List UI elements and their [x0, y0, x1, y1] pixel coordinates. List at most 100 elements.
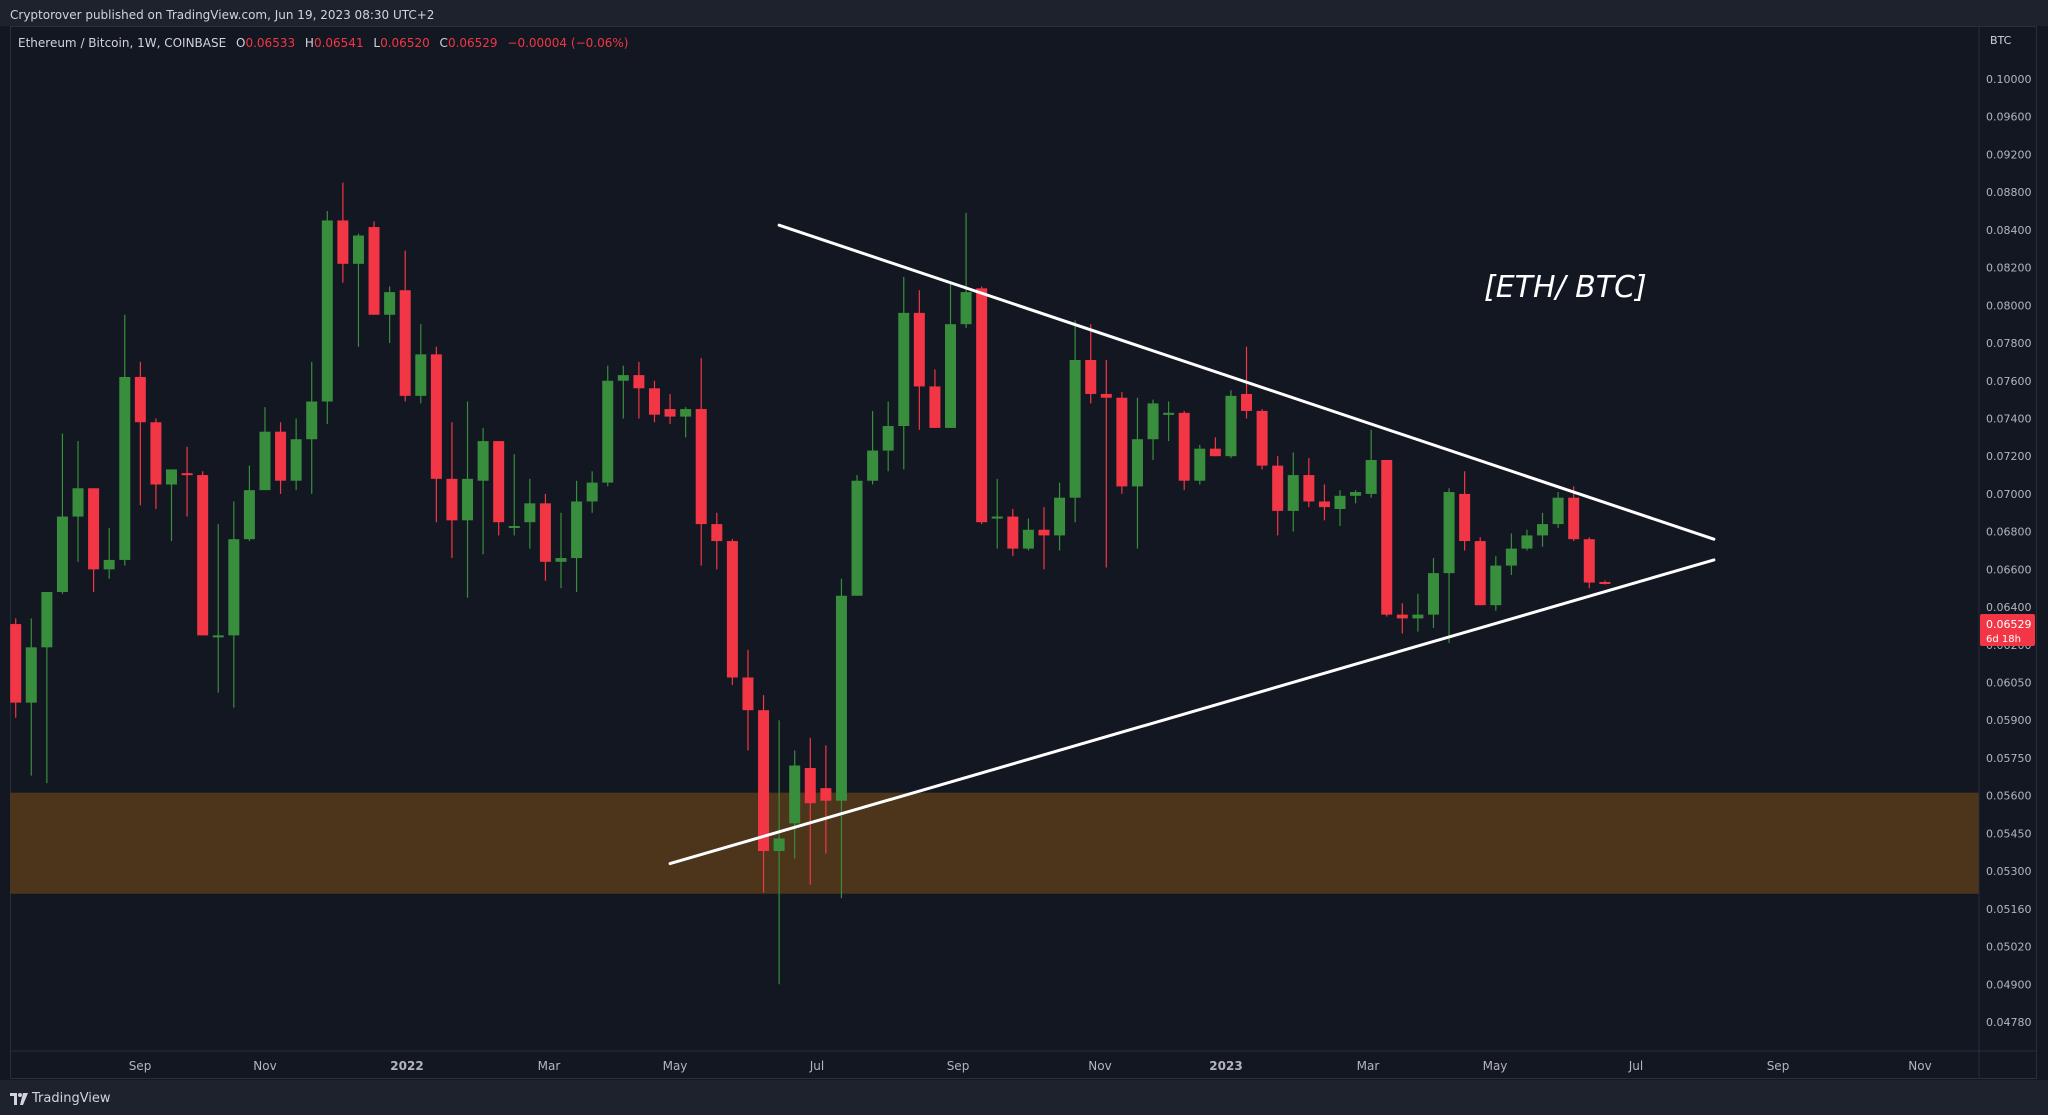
- candle[interactable]: [275, 422, 287, 494]
- candle[interactable]: [633, 361, 645, 419]
- candle[interactable]: [119, 314, 131, 566]
- candle[interactable]: [1116, 392, 1128, 494]
- candle[interactable]: [882, 401, 894, 472]
- candle[interactable]: [477, 427, 489, 555]
- candle[interactable]: [1334, 490, 1346, 526]
- candle[interactable]: [415, 324, 427, 404]
- candle[interactable]: [1583, 537, 1595, 589]
- candle[interactable]: [166, 469, 177, 542]
- candle[interactable]: [10, 618, 22, 718]
- candle[interactable]: [1490, 556, 1502, 611]
- candle[interactable]: [25, 618, 37, 776]
- candle[interactable]: [680, 407, 692, 438]
- candle[interactable]: [1100, 360, 1112, 568]
- candle[interactable]: [1537, 512, 1549, 547]
- candle[interactable]: [1412, 593, 1424, 632]
- candlestick-chart[interactable]: 0.10000 0.09600 0.09200 0.08800 0.08400 0.082…: [0, 0, 2048, 1080]
- candle[interactable]: [1365, 429, 1377, 498]
- candle[interactable]: [524, 478, 536, 549]
- candle[interactable]: [664, 393, 676, 425]
- candle[interactable]: [1038, 507, 1050, 570]
- candle[interactable]: [384, 286, 396, 344]
- candle[interactable]: [929, 369, 941, 428]
- candle[interactable]: [1131, 397, 1143, 549]
- candle[interactable]: [555, 512, 567, 589]
- tradingview-logo[interactable]: TradingView: [10, 1091, 111, 1106]
- candle[interactable]: [1022, 518, 1034, 551]
- candle[interactable]: [290, 418, 302, 491]
- candle[interactable]: [430, 346, 442, 523]
- candle[interactable]: [243, 465, 255, 542]
- candle[interactable]: [134, 361, 146, 506]
- candle[interactable]: [150, 418, 162, 510]
- candle[interactable]: [1225, 390, 1237, 459]
- candle[interactable]: [571, 480, 583, 592]
- candle[interactable]: [539, 493, 551, 581]
- candle[interactable]: [617, 365, 629, 419]
- candle[interactable]: [1069, 320, 1081, 523]
- candle[interactable]: [991, 478, 1003, 549]
- candle[interactable]: [851, 475, 863, 596]
- candle[interactable]: [446, 422, 458, 559]
- candle[interactable]: [1163, 401, 1175, 442]
- candle[interactable]: [41, 591, 53, 784]
- candle[interactable]: [789, 750, 801, 859]
- trendline-ascending-support[interactable]: [668, 558, 1716, 866]
- candle[interactable]: [695, 358, 707, 566]
- candle[interactable]: [726, 539, 738, 686]
- candle[interactable]: [337, 182, 349, 283]
- candle[interactable]: [1521, 529, 1533, 551]
- candle[interactable]: [259, 407, 271, 491]
- candle[interactable]: [321, 211, 333, 425]
- candle[interactable]: [462, 401, 474, 598]
- candle[interactable]: [960, 212, 972, 328]
- candle[interactable]: [1427, 558, 1439, 628]
- candle[interactable]: [1599, 580, 1611, 585]
- candle[interactable]: [945, 282, 956, 428]
- candle[interactable]: [1054, 482, 1066, 551]
- candle[interactable]: [835, 578, 847, 899]
- candle[interactable]: [508, 454, 520, 536]
- candle[interactable]: [1443, 488, 1455, 643]
- candle[interactable]: [711, 512, 723, 570]
- trendline-descending-resistance[interactable]: [777, 223, 1716, 541]
- candle[interactable]: [197, 471, 209, 636]
- candle[interactable]: [602, 365, 614, 487]
- candle[interactable]: [1474, 537, 1486, 606]
- candle[interactable]: [1303, 458, 1315, 508]
- candle[interactable]: [913, 290, 925, 430]
- candle[interactable]: [867, 410, 879, 485]
- candle[interactable]: [368, 221, 380, 315]
- candle[interactable]: [1568, 486, 1580, 542]
- candle[interactable]: [181, 446, 193, 517]
- candle[interactable]: [88, 488, 100, 592]
- candle[interactable]: [212, 524, 224, 693]
- candle[interactable]: [1459, 471, 1471, 551]
- candle[interactable]: [804, 737, 816, 885]
- candle[interactable]: [306, 361, 318, 494]
- candle[interactable]: [1318, 484, 1330, 521]
- candle[interactable]: [493, 441, 505, 536]
- candle[interactable]: [72, 441, 84, 562]
- candle[interactable]: [1350, 490, 1362, 504]
- candle[interactable]: [586, 471, 598, 513]
- candle[interactable]: [648, 380, 660, 423]
- candle[interactable]: [1256, 409, 1268, 470]
- candle[interactable]: [1007, 509, 1019, 557]
- candle[interactable]: [1178, 410, 1190, 491]
- candle[interactable]: [1381, 459, 1393, 617]
- candle[interactable]: [103, 527, 115, 579]
- candle[interactable]: [1552, 492, 1564, 528]
- candle[interactable]: [228, 501, 240, 708]
- candle[interactable]: [820, 745, 832, 854]
- candle[interactable]: [976, 286, 988, 525]
- candle[interactable]: [352, 233, 364, 347]
- candle[interactable]: [1085, 324, 1097, 404]
- candle[interactable]: [1194, 444, 1206, 485]
- candle[interactable]: [1209, 437, 1221, 457]
- candle[interactable]: [1272, 456, 1284, 536]
- candle[interactable]: [399, 250, 411, 402]
- candle[interactable]: [1505, 533, 1517, 576]
- candle[interactable]: [1147, 399, 1159, 460]
- candle[interactable]: [742, 649, 754, 751]
